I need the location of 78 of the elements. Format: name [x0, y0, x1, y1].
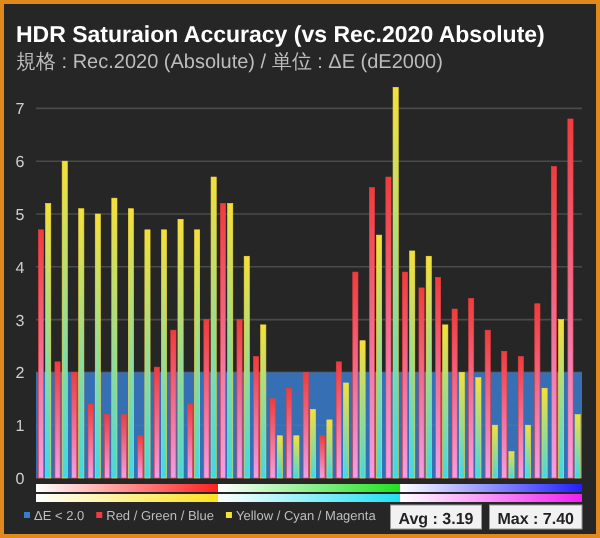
bar	[61, 160, 68, 479]
bar	[137, 435, 144, 479]
bar	[402, 271, 408, 479]
bar	[220, 203, 226, 479]
bar	[369, 187, 375, 479]
bar	[236, 319, 243, 479]
bar	[38, 229, 44, 479]
bar	[194, 229, 201, 479]
bar	[468, 298, 475, 479]
y-tick-label: 1	[15, 417, 26, 436]
bar	[54, 361, 61, 479]
bar	[541, 387, 548, 479]
bar	[335, 361, 342, 479]
bar	[227, 203, 234, 479]
bar	[243, 255, 250, 479]
bar	[286, 387, 293, 479]
bar	[484, 329, 491, 479]
bar	[574, 414, 581, 479]
bar	[260, 324, 267, 479]
y-tick-label: 2	[15, 364, 26, 383]
bar	[71, 372, 77, 479]
bar	[385, 176, 392, 479]
bar	[78, 208, 85, 479]
bar	[442, 324, 449, 479]
text: Max : 7.40	[497, 510, 576, 528]
bar	[170, 329, 177, 479]
bar	[508, 451, 515, 479]
bar	[210, 176, 217, 479]
bar	[120, 414, 127, 479]
bar	[187, 403, 193, 479]
y-tick-label: 6	[15, 153, 26, 172]
bar	[104, 414, 111, 479]
bar	[94, 213, 101, 479]
bar	[319, 435, 326, 479]
bar	[276, 435, 283, 479]
bar	[269, 398, 276, 479]
bar	[392, 86, 399, 479]
bar	[567, 118, 574, 479]
bar	[293, 435, 300, 479]
bar	[302, 372, 309, 479]
bar	[376, 234, 383, 479]
bar	[551, 166, 557, 479]
bar	[352, 271, 359, 479]
bar	[144, 229, 151, 479]
bar	[253, 356, 259, 479]
text: Avg : 3.19	[398, 510, 475, 528]
y-tick-label: 5	[15, 206, 26, 224]
y-tick-label: 0	[15, 470, 26, 488]
bar	[153, 366, 160, 479]
bar	[326, 419, 333, 479]
bar	[203, 319, 210, 479]
bar	[501, 350, 508, 479]
bar	[517, 356, 524, 479]
bar	[343, 382, 349, 479]
bar	[492, 424, 498, 479]
bar	[451, 308, 458, 479]
bar	[425, 255, 432, 479]
bar	[558, 319, 565, 479]
y-tick-label: 3	[15, 311, 26, 330]
y-tick-label: 4	[15, 258, 26, 277]
bar	[458, 372, 465, 479]
y-tick-label: 7	[15, 100, 26, 119]
chart-title: HDR Saturaion Accuracy (vs Rec.2020 Absolute)	[16, 24, 546, 48]
bar	[128, 208, 134, 479]
bar	[161, 229, 167, 479]
bar	[111, 197, 118, 479]
bar	[525, 424, 531, 479]
bar	[87, 403, 94, 479]
bar	[177, 218, 184, 479]
chart-subtitle: 規格 : Rec.2020 (Absolute) / 単位 : ΔE (dE2000)	[16, 50, 443, 74]
bar	[435, 277, 441, 479]
bar	[418, 287, 425, 479]
bar	[359, 340, 366, 479]
bar	[475, 377, 482, 479]
bar	[45, 203, 52, 479]
bar	[409, 250, 416, 479]
bar	[534, 303, 541, 479]
bar	[310, 409, 316, 479]
